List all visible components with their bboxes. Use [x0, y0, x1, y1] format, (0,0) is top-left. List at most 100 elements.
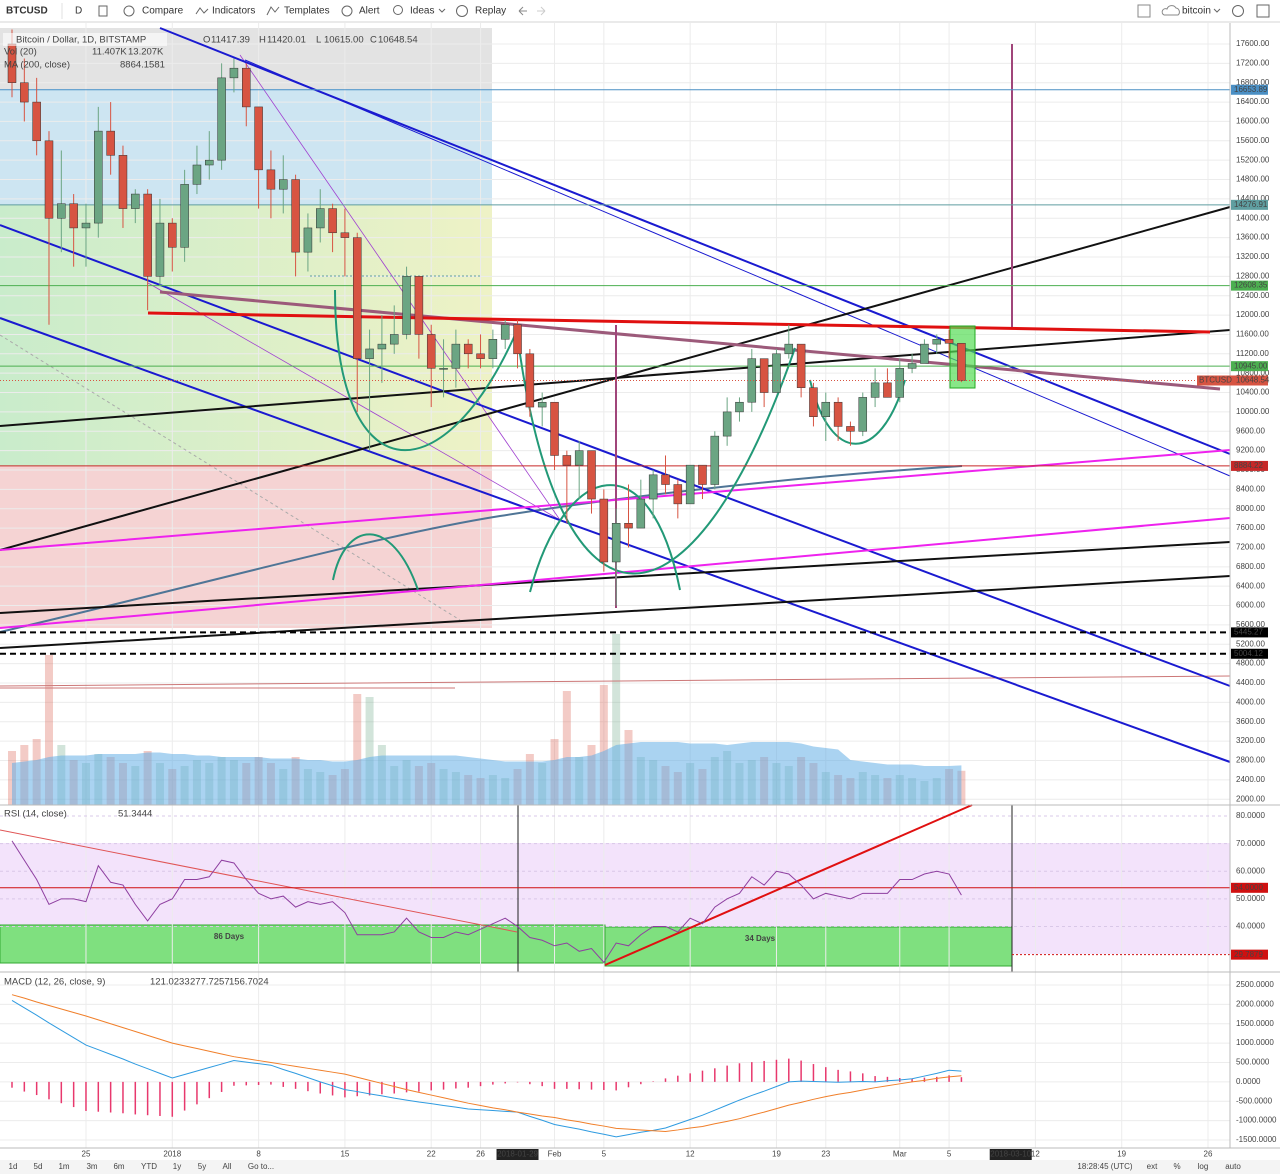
y-tick-label: 14000.00	[1236, 213, 1270, 222]
candle-body	[710, 435, 720, 485]
range-button[interactable]: 6m	[113, 1162, 124, 1171]
ohlc-value: 10648.54	[378, 35, 418, 46]
macd-line	[11, 1000, 962, 1138]
range-button[interactable]: 5d	[34, 1162, 43, 1171]
volume-bar	[353, 694, 362, 805]
macd-hist-bar	[701, 1070, 704, 1082]
legend-bg	[3, 33, 167, 46]
symbol[interactable]: BTCUSD	[6, 6, 48, 17]
alert-button[interactable]: Alert	[359, 6, 380, 17]
y-tick-label: 4400.00	[1236, 678, 1265, 687]
range-button[interactable]: 1m	[58, 1162, 69, 1171]
settings-icon[interactable]	[1232, 5, 1244, 17]
range-button[interactable]: Go to...	[248, 1162, 274, 1171]
ideas-icon	[393, 5, 403, 15]
candle-body	[932, 339, 941, 345]
candle-body	[192, 164, 202, 185]
range-button[interactable]: 1d	[9, 1162, 18, 1171]
price-label: 16653.89	[1234, 85, 1268, 94]
y-tick-label: 14400.00	[1236, 194, 1270, 203]
candle-body	[426, 334, 436, 369]
toolbar: BTCUSD D Compare Indicators Templates Al…	[0, 0, 1280, 23]
x-tick-label: 15	[340, 1150, 349, 1159]
ohlc-value: 11417.39	[211, 35, 250, 46]
indicators-button[interactable]: Indicators	[212, 6, 255, 17]
macd-hist-bar	[492, 1081, 494, 1085]
indicators-icon	[195, 7, 209, 15]
fullscreen-icon[interactable]	[1256, 4, 1270, 18]
y-tick-label: 3200.00	[1236, 736, 1265, 745]
macd-hist-bar	[85, 1081, 87, 1111]
crosshair-label-bg	[989, 1149, 1032, 1160]
y-tick-label: 40.0000	[1236, 922, 1265, 931]
x-tick-label: 25	[82, 1150, 91, 1159]
macd-hist-bar	[504, 1081, 506, 1084]
cloud-icon	[1161, 5, 1180, 16]
price-label: 10945.00	[1234, 361, 1268, 370]
checkbox[interactable]	[1137, 4, 1151, 18]
y-tick-label: 3600.00	[1236, 717, 1265, 726]
candle-body	[673, 484, 683, 505]
y-tick-label: 2000.0000	[1236, 999, 1274, 1008]
candle-body	[550, 401, 559, 456]
scale-option[interactable]: log	[1198, 1162, 1209, 1171]
macd-hist-bar	[245, 1081, 248, 1086]
range-button[interactable]: 3m	[86, 1162, 97, 1171]
y-tick-label: 80.0000	[1236, 811, 1265, 820]
rsi-trend	[604, 804, 973, 966]
scale-option[interactable]: ext	[1147, 1162, 1158, 1171]
candle-body	[291, 179, 300, 253]
ideas-button[interactable]: Ideas	[410, 6, 434, 17]
interval[interactable]: D	[75, 6, 82, 17]
candle-body	[907, 363, 917, 369]
y-tick-label: 17600.00	[1236, 39, 1270, 48]
redo-icon[interactable]	[537, 6, 546, 16]
range-button[interactable]: 1y	[173, 1162, 181, 1171]
arc	[517, 339, 796, 575]
y-tick-label: 15600.00	[1236, 136, 1270, 145]
candle-body	[81, 222, 91, 229]
scale-option[interactable]: %	[1173, 1162, 1180, 1171]
candle-body	[254, 106, 263, 171]
y-tick-label: 12800.00	[1236, 271, 1270, 280]
y-tick-label: 10000.00	[1236, 407, 1270, 416]
replay-button[interactable]: Replay	[475, 6, 506, 17]
macd-hist-bar	[381, 1081, 383, 1095]
templates-button[interactable]: Templates	[284, 6, 330, 17]
layout-name[interactable]: bitcoin	[1182, 6, 1211, 17]
candle-body	[611, 522, 621, 563]
arc	[809, 379, 906, 445]
price-label-bg	[1231, 460, 1268, 471]
macd-hist-bar	[849, 1071, 852, 1082]
rsi-label-bg	[1231, 882, 1268, 893]
price-label-bg	[1231, 361, 1268, 372]
macd-hist-bar	[146, 1081, 149, 1116]
range-controls: 1d 5d 1m 3m 6m YTD 1y 5y All Go to... 18:28:45 (UT…	[9, 1162, 1242, 1171]
candle-body	[365, 348, 374, 359]
candle-body	[242, 67, 251, 108]
rsi-value: 51.3444	[118, 809, 152, 820]
candle-body	[821, 401, 831, 417]
chart-style-icon[interactable]	[98, 5, 108, 17]
candle-body	[562, 455, 572, 466]
candle-body	[389, 334, 399, 345]
compare-button[interactable]: Compare	[142, 6, 184, 17]
ohlc-label: C	[370, 35, 377, 46]
grid	[0, 23, 1230, 1148]
price-label-bg	[1231, 84, 1268, 95]
range-button[interactable]: YTD	[141, 1162, 157, 1171]
legend: Bitcoin / Dollar, 1D, BITSTAMP Vol (20) …	[3, 33, 776, 988]
y-tick-label: -1500.0000	[1236, 1135, 1277, 1144]
range-button[interactable]: 5y	[198, 1162, 206, 1171]
macd-hist-bar	[886, 1076, 889, 1082]
y-tick-label: 6800.00	[1236, 562, 1265, 571]
y-tick-label: 0.0000	[1236, 1077, 1261, 1086]
range-button[interactable]: All	[223, 1162, 232, 1171]
undo-icon[interactable]	[518, 6, 527, 16]
candle-body	[833, 401, 843, 427]
rsi-trend	[0, 829, 518, 933]
scale-option[interactable]: auto	[1225, 1162, 1241, 1171]
candle-body	[205, 159, 214, 166]
macd-hist-bar	[405, 1081, 408, 1093]
